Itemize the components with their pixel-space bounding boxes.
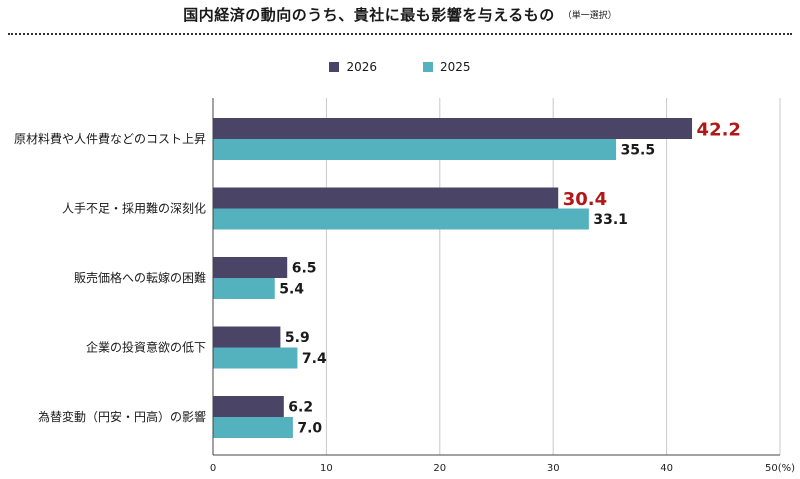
x-tick-label: 30 [547, 463, 560, 474]
bar-2025 [213, 208, 589, 230]
data-label: 6.5 [292, 261, 317, 277]
legend-item-2026: 2026 [329, 60, 377, 74]
chart-title: 国内経済の動向のうち、貴社に最も影響を与えるもの [183, 6, 555, 24]
bar-2025 [213, 347, 298, 369]
legend-swatch-2026 [329, 62, 340, 72]
x-tick-label: 10 [320, 463, 333, 474]
chart-header: 国内経済の動向のうち、貴社に最も影響を与えるもの （単一選択） [0, 4, 800, 25]
bar-2025 [213, 278, 275, 299]
bar-2026 [213, 396, 284, 417]
legend: 2026 2025 [0, 60, 800, 74]
x-tick-label: 0 [210, 463, 216, 474]
x-tick-label: 50(%) [765, 463, 795, 474]
category-label: 販売価格への転嫁の困難 [74, 270, 206, 285]
title-divider [8, 33, 792, 35]
category-label: 人手不足・採用難の深刻化 [62, 201, 206, 216]
data-label: 35.5 [621, 143, 656, 159]
bar-2026 [213, 257, 288, 278]
chart-subtitle: （単一選択） [562, 11, 617, 21]
category-label: 為替変動（円安・円高）の影響 [38, 409, 206, 424]
data-label: 5.9 [285, 330, 310, 346]
legend-label-2025: 2025 [440, 60, 471, 74]
x-tick-label: 20 [433, 463, 446, 474]
category-label: 原材料費や人件費などのコスト上昇 [14, 131, 206, 146]
data-label: 42.2 [697, 120, 741, 141]
legend-item-2025: 2025 [423, 60, 471, 74]
category-label: 企業の投資意欲の低下 [86, 340, 206, 355]
bar-2026 [213, 187, 559, 209]
bar-2025 [213, 417, 293, 438]
bar-2025 [213, 139, 617, 160]
data-label: 30.4 [563, 189, 607, 210]
bar-2026 [213, 326, 281, 348]
data-label: 6.2 [288, 400, 313, 416]
data-label: 7.0 [297, 421, 322, 437]
legend-swatch-2025 [423, 62, 433, 72]
data-label: 7.4 [302, 351, 327, 367]
legend-label-2026: 2026 [346, 60, 377, 74]
data-label: 33.1 [593, 212, 628, 228]
data-label: 5.4 [279, 282, 304, 298]
bar-2026 [213, 118, 693, 139]
x-tick-label: 40 [660, 463, 673, 474]
